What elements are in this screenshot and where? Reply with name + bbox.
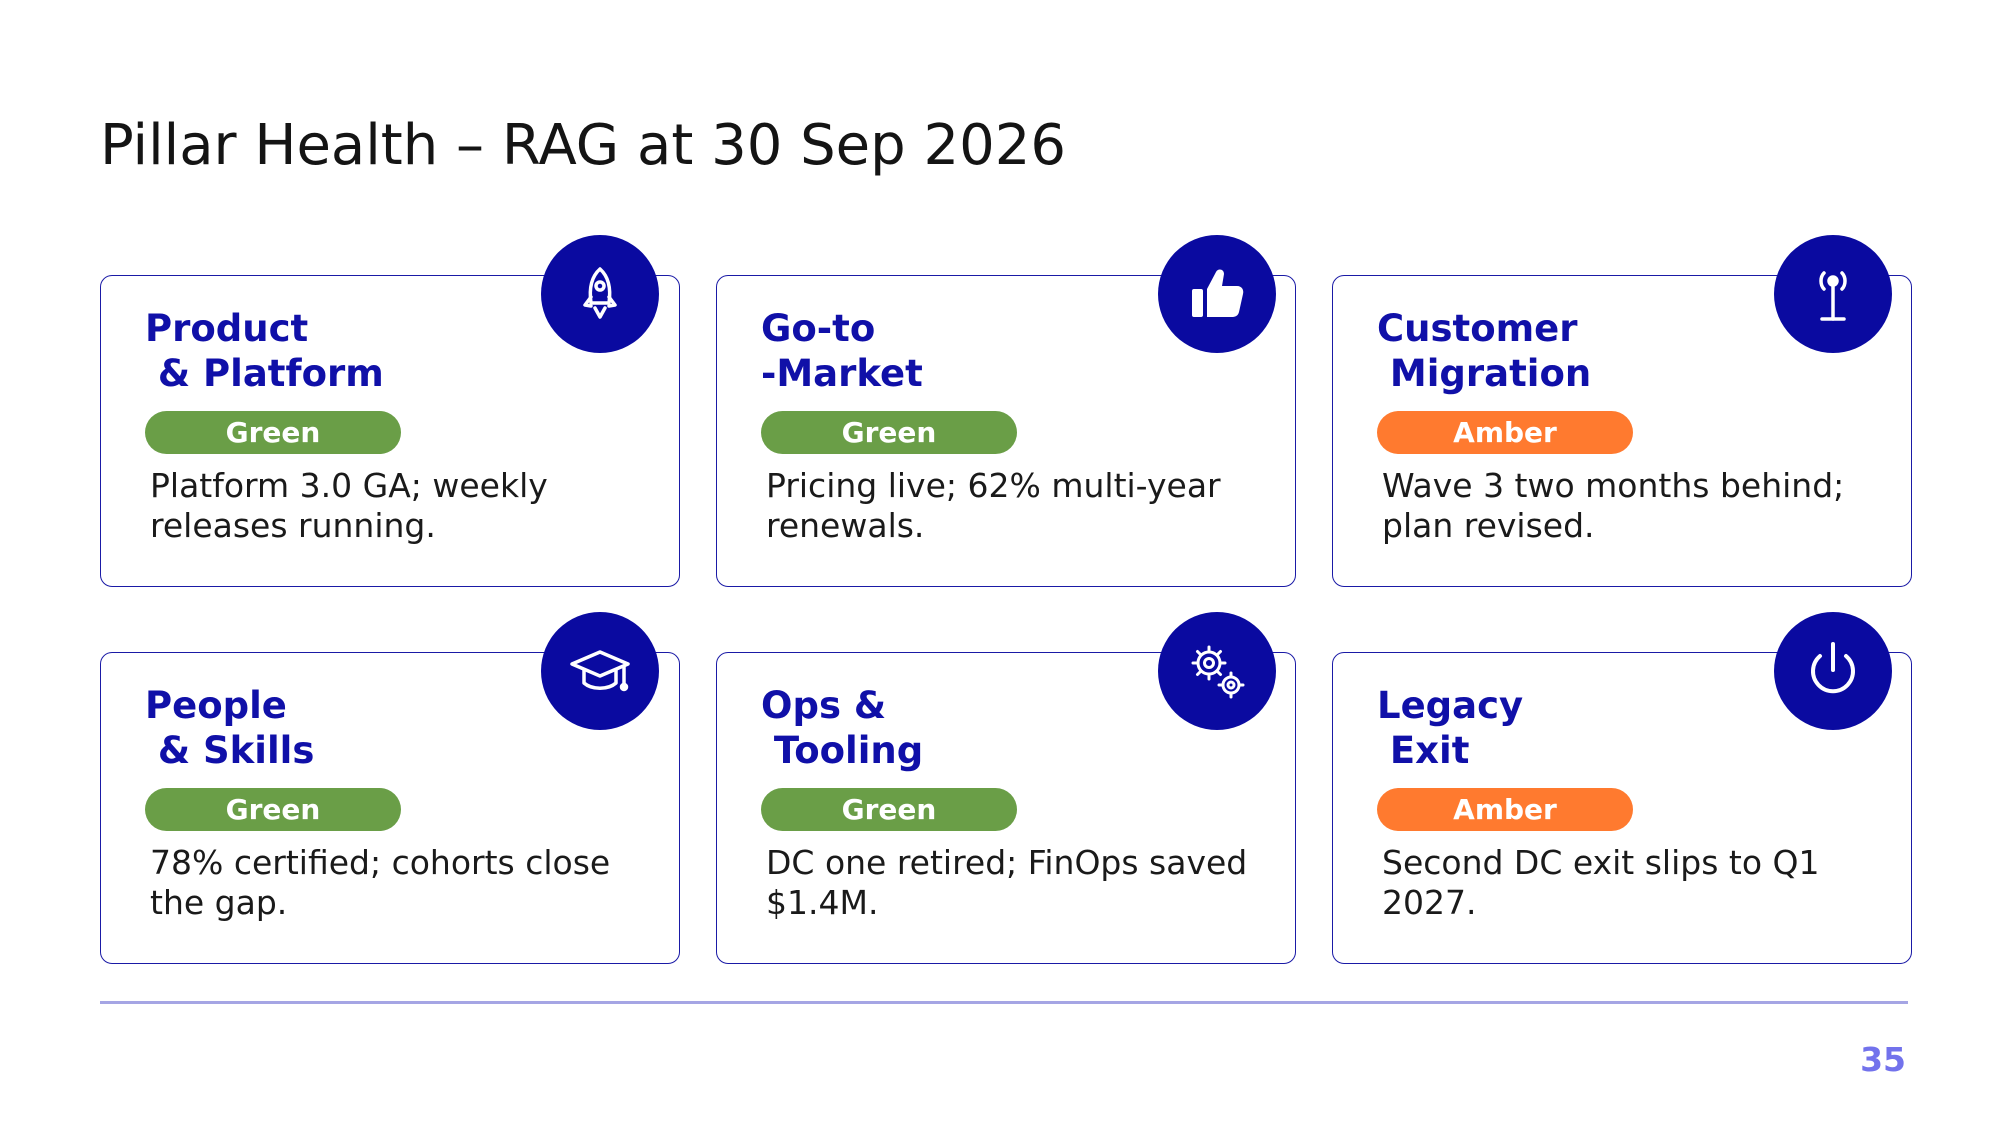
- page-title: Pillar Health – RAG at 30 Sep 2026: [100, 113, 1066, 178]
- status-badge: Amber: [1377, 411, 1633, 454]
- status-badge: Green: [761, 411, 1017, 454]
- rocket-icon: [541, 235, 659, 353]
- pillar-card-legacy-exit: Legacy Exit Amber Second DC exit slips t…: [1332, 652, 1912, 964]
- antenna-icon: [1774, 235, 1892, 353]
- card-description: DC one retired; FinOps saved $1.4M.: [766, 843, 1248, 922]
- thumbs-up-icon: [1158, 235, 1276, 353]
- status-badge: Amber: [1377, 788, 1633, 831]
- power-icon: [1774, 612, 1892, 730]
- pillar-card-customer-migration: Customer Migration Amber Wave 3 two mont…: [1332, 275, 1912, 587]
- gears-icon: [1158, 612, 1276, 730]
- card-title: People & Skills: [145, 684, 315, 772]
- card-description: Platform 3.0 GA; weekly releases running…: [150, 466, 548, 545]
- card-title: Ops & Tooling: [761, 684, 924, 772]
- card-description: Wave 3 two months behind; plan revised.: [1382, 466, 1845, 545]
- card-title: Legacy Exit: [1377, 684, 1524, 772]
- pillar-card-ops-tooling: Ops & Tooling Green DC one retired; FinO…: [716, 652, 1296, 964]
- graduation-cap-icon: [541, 612, 659, 730]
- card-title: Customer Migration: [1377, 307, 1592, 395]
- status-badge: Green: [761, 788, 1017, 831]
- card-title: Product & Platform: [145, 307, 384, 395]
- card-title: Go-to -Market: [761, 307, 923, 395]
- status-badge: Green: [145, 411, 401, 454]
- page-number: 35: [1860, 1040, 1906, 1079]
- card-description: Pricing live; 62% multi-year renewals.: [766, 466, 1221, 545]
- status-badge: Green: [145, 788, 401, 831]
- footer-divider: [100, 1001, 1908, 1004]
- card-description: Second DC exit slips to Q1 2027.: [1382, 843, 1820, 922]
- card-description: 78% certified; cohorts close the gap.: [150, 843, 611, 922]
